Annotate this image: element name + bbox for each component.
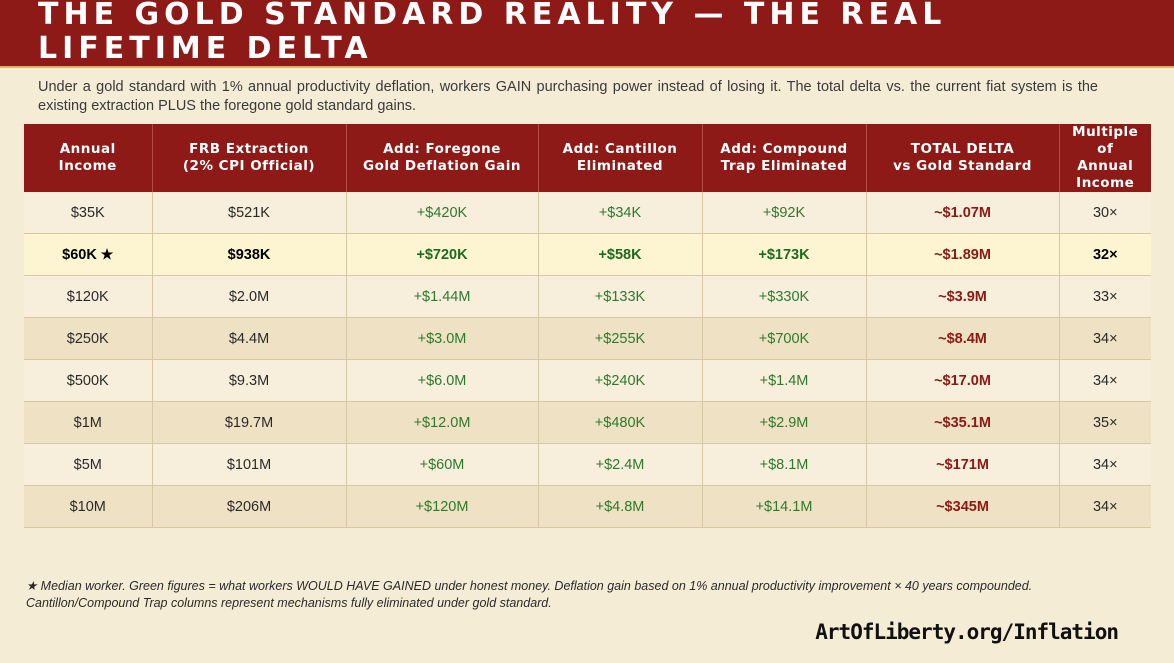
cell-income: $5M (24, 443, 153, 486)
table-row: $120K $2.0M +$1.44M +$133K +$330K ~$3.9M… (24, 275, 1151, 318)
cell-deflation: +$12.0M (346, 401, 539, 444)
cell-frb: $101M (152, 443, 347, 486)
cell-frb: $2.0M (152, 275, 347, 318)
cell-total: ~$345M (866, 485, 1060, 528)
cell-frb: $206M (152, 485, 347, 528)
cell-income: $1M (24, 401, 153, 444)
cell-income-text: $60K (62, 247, 97, 263)
footnote-line-2: Cantillon/Compound Trap columns represen… (26, 596, 552, 610)
star-icon: ★ (100, 246, 114, 262)
cell-compound: +$14.1M (702, 485, 867, 528)
cell-total: ~$3.9M (866, 275, 1060, 318)
cell-income: $120K (24, 275, 153, 318)
header-divider (0, 66, 1174, 68)
col-header-multiple: Multiple of Annual Income (1059, 124, 1151, 192)
delta-table: Annual Income FRB Extraction (2% CPI Off… (24, 124, 1151, 528)
subtitle: Under a gold standard with 1% annual pro… (38, 79, 1098, 114)
cell-multiple: 34× (1059, 317, 1151, 360)
cell-frb: $9.3M (152, 359, 347, 402)
cell-total: ~$1.89M (866, 233, 1060, 276)
table-row: $10M $206M +$120M +$4.8M +$14.1M ~$345M … (24, 485, 1151, 528)
cell-multiple: 35× (1059, 401, 1151, 444)
table-row-median: $60K ★ $938K +$720K +$58K +$173K ~$1.89M … (24, 233, 1151, 276)
table-row: $5M $101M +$60M +$2.4M +$8.1M ~$171M 34× (24, 443, 1151, 486)
cell-cantillon: +$255K (538, 317, 703, 360)
cell-frb: $521K (152, 192, 347, 234)
cell-cantillon: +$240K (538, 359, 703, 402)
cell-deflation: +$3.0M (346, 317, 539, 360)
cell-cantillon: +$480K (538, 401, 703, 444)
cell-multiple: 34× (1059, 359, 1151, 402)
cell-income: $10M (24, 485, 153, 528)
cell-income: $500K (24, 359, 153, 402)
cell-compound: +$330K (702, 275, 867, 318)
cell-compound: +$2.9M (702, 401, 867, 444)
cell-multiple: 33× (1059, 275, 1151, 318)
table-row: $1M $19.7M +$12.0M +$480K +$2.9M ~$35.1M… (24, 401, 1151, 444)
cell-compound: +$173K (702, 233, 867, 276)
col-header-frb-extraction: FRB Extraction (2% CPI Official) (152, 124, 347, 192)
cell-total: ~$8.4M (866, 317, 1060, 360)
cell-cantillon: +$58K (538, 233, 703, 276)
cell-deflation: +$120M (346, 485, 539, 528)
cell-cantillon: +$4.8M (538, 485, 703, 528)
cell-total: ~$1.07M (866, 192, 1060, 234)
cell-frb: $19.7M (152, 401, 347, 444)
cell-cantillon: +$2.4M (538, 443, 703, 486)
cell-deflation: +$60M (346, 443, 539, 486)
cell-multiple: 32× (1059, 233, 1151, 276)
cell-deflation: +$1.44M (346, 275, 539, 318)
cell-income: $35K (24, 192, 153, 234)
table-row: $35K $521K +$420K +$34K +$92K ~$1.07M 30… (24, 192, 1151, 234)
cell-deflation: +$6.0M (346, 359, 539, 402)
cell-income: $250K (24, 317, 153, 360)
table-header-row: Annual Income FRB Extraction (2% CPI Off… (24, 124, 1151, 192)
cell-multiple: 34× (1059, 443, 1151, 486)
cell-total: ~$35.1M (866, 401, 1060, 444)
footnote-line-1: ★ Median worker. Green figures = what wo… (26, 579, 1033, 593)
cell-income: $60K ★ (24, 233, 153, 276)
cell-frb: $938K (152, 233, 347, 276)
col-header-total-delta: TOTAL DELTA vs Gold Standard (866, 124, 1060, 192)
brand-url: ArtOfLiberty.org/Inflation (815, 620, 1119, 644)
cell-frb: $4.4M (152, 317, 347, 360)
col-header-compound-trap: Add: Compound Trap Eliminated (702, 124, 867, 192)
cell-multiple: 34× (1059, 485, 1151, 528)
cell-deflation: +$420K (346, 192, 539, 234)
footnote: ★ Median worker. Green figures = what wo… (26, 578, 1156, 612)
cell-cantillon: +$34K (538, 192, 703, 234)
cell-compound: +$700K (702, 317, 867, 360)
table-row: $250K $4.4M +$3.0M +$255K +$700K ~$8.4M … (24, 317, 1151, 360)
cell-compound: +$92K (702, 192, 867, 234)
title-banner: THE GOLD STANDARD REALITY — THE REAL LIF… (0, 0, 1174, 68)
page-title-line-1: THE GOLD STANDARD REALITY — THE REAL (38, 0, 947, 32)
cell-deflation: +$720K (346, 233, 539, 276)
cell-compound: +$8.1M (702, 443, 867, 486)
cell-total: ~$17.0M (866, 359, 1060, 402)
table-row: $500K $9.3M +$6.0M +$240K +$1.4M ~$17.0M… (24, 359, 1151, 402)
col-header-annual-income: Annual Income (24, 124, 153, 192)
col-header-cantillon: Add: Cantillon Eliminated (538, 124, 703, 192)
col-header-foregone-deflation: Add: Foregone Gold Deflation Gain (346, 124, 539, 192)
cell-compound: +$1.4M (702, 359, 867, 402)
cell-cantillon: +$133K (538, 275, 703, 318)
cell-total: ~$171M (866, 443, 1060, 486)
cell-multiple: 30× (1059, 192, 1151, 234)
page-title-line-2: LIFETIME DELTA (38, 31, 373, 66)
